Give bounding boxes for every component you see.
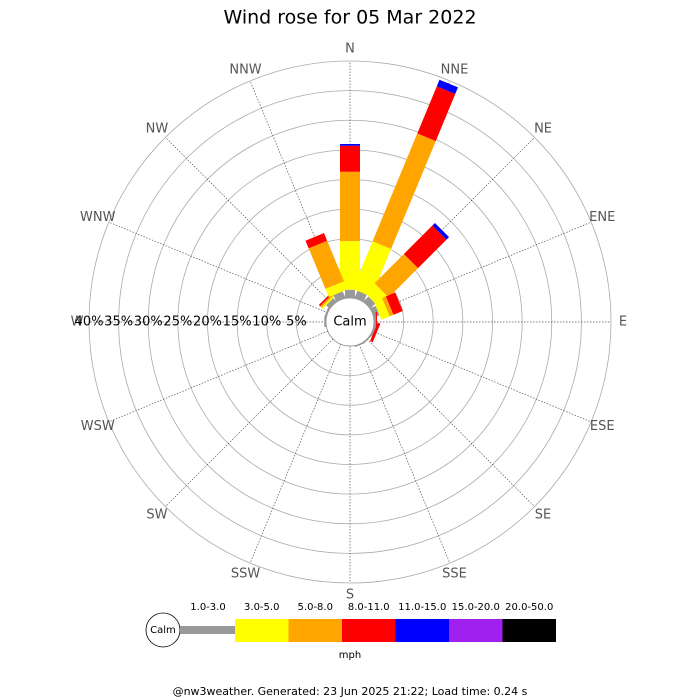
- rose-segment: [363, 296, 376, 309]
- direction-label: N: [345, 42, 355, 57]
- rose-segment: [324, 307, 330, 318]
- legend-swatch: [342, 619, 396, 642]
- spoke: [249, 344, 342, 564]
- direction-label: NE: [534, 121, 552, 136]
- rose-segment: [403, 225, 447, 269]
- direction-label: NNE: [441, 62, 469, 77]
- ring-label: 25%: [163, 315, 192, 330]
- grid-ring: [88, 60, 612, 584]
- rose-segment: [373, 297, 390, 320]
- rose-segment: [333, 291, 346, 302]
- ring-label: 15%: [223, 315, 252, 330]
- rose-segment: [374, 317, 376, 327]
- ring-label: 5%: [286, 315, 307, 330]
- direction-label: WSW: [81, 419, 115, 434]
- direction-label: E: [619, 315, 627, 330]
- ring-label: 30%: [134, 315, 163, 330]
- direction-label: SSW: [231, 567, 261, 582]
- rose-segment: [340, 171, 360, 242]
- direction-label: W: [71, 315, 84, 330]
- direction-label: WNW: [80, 210, 116, 225]
- rose-segment: [354, 290, 367, 302]
- direction-label: ENE: [589, 210, 615, 225]
- rose-segment: [369, 322, 381, 343]
- legend-unit: mph: [339, 650, 361, 661]
- rose-segment: [321, 293, 337, 309]
- legend-swatch: [180, 626, 235, 634]
- rose-segment: [363, 335, 372, 344]
- rose-segment: [340, 143, 360, 146]
- rose-segment: [305, 233, 328, 249]
- legend-swatch: [288, 619, 342, 642]
- direction-label: SE: [535, 508, 551, 523]
- direction-label: ESE: [590, 419, 615, 434]
- spoke: [165, 338, 334, 507]
- legend-label: 8.0-11.0: [348, 602, 390, 613]
- direction-label: NW: [146, 121, 169, 136]
- rose-segment: [417, 86, 456, 142]
- rose-segment: [352, 241, 392, 297]
- rose-segment: [324, 317, 326, 327]
- spoke: [372, 221, 592, 314]
- ring-label: 20%: [193, 315, 222, 330]
- rose-segment: [326, 298, 337, 309]
- legend-swatch: [235, 619, 289, 642]
- spoke: [358, 344, 451, 564]
- rose-segment: [372, 133, 436, 249]
- legend-label: 20.0-50.0: [505, 602, 553, 613]
- direction-label: S: [346, 588, 354, 603]
- rose-segment: [436, 79, 458, 94]
- legend-label: 15.0-20.0: [452, 602, 500, 613]
- spoke: [165, 137, 334, 306]
- footer: @nw3weather. Generated: 23 Jun 2025 21:2…: [173, 685, 528, 698]
- rose-segment: [325, 281, 348, 298]
- rose-segment: [385, 292, 403, 315]
- legend-calm-label: Calm: [150, 625, 176, 636]
- ring-label: 35%: [104, 315, 133, 330]
- rose-segment: [320, 292, 336, 308]
- legend-label: 11.0-15.0: [398, 602, 446, 613]
- direction-label: SW: [146, 508, 167, 523]
- ring-label: 40%: [75, 315, 104, 330]
- calm-label: Calm: [333, 315, 366, 330]
- spoke: [108, 330, 328, 423]
- legend-label: 1.0-3.0: [190, 602, 225, 613]
- rose-segment: [354, 342, 365, 348]
- rose-segment: [340, 145, 360, 172]
- rose-segment: [308, 240, 344, 289]
- rose-segment: [432, 222, 450, 240]
- legend-label: 3.0-5.0: [244, 602, 279, 613]
- spoke: [108, 221, 328, 314]
- spoke: [366, 338, 535, 507]
- rose-segment: [382, 296, 394, 317]
- ring-label: 10%: [252, 315, 281, 330]
- chart-title: Wind rose for 05 Mar 2022: [223, 7, 476, 29]
- legend-swatch: [395, 619, 449, 642]
- legend-swatch: [449, 619, 503, 642]
- legend-swatch: [502, 619, 556, 642]
- rose-segment: [374, 253, 419, 298]
- legend-label: 5.0-8.0: [298, 602, 333, 613]
- rose-segment: [370, 326, 376, 337]
- rose-segment: [345, 289, 355, 298]
- rose-segment: [370, 305, 380, 318]
- direction-label: SSE: [442, 567, 467, 582]
- rose-segment: [340, 241, 360, 290]
- direction-label: NNW: [229, 62, 261, 77]
- spoke: [372, 330, 592, 423]
